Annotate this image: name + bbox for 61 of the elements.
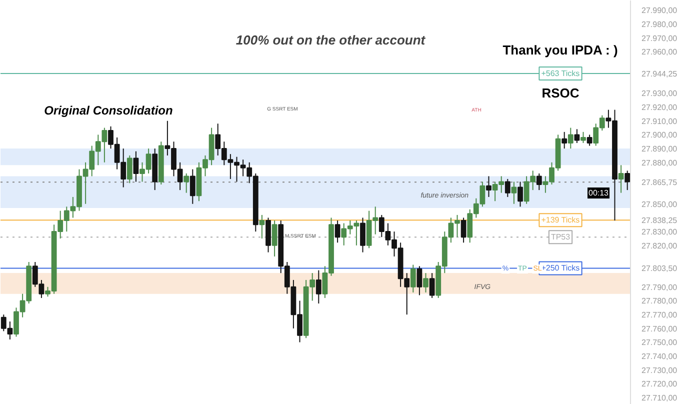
candlestick xyxy=(618,164,624,194)
candlestick xyxy=(423,272,428,293)
y-tick-label: 27.770,00 xyxy=(642,310,678,320)
candlestick xyxy=(460,217,466,244)
candlestick xyxy=(334,220,340,244)
y-tick-label: 27.990,00 xyxy=(642,6,678,16)
y-tick-label: 27.920,00 xyxy=(642,103,678,112)
candlestick xyxy=(580,131,586,144)
y-tick-label: 27.850,00 xyxy=(642,200,678,209)
y-tick-label: 27.720,00 xyxy=(642,380,678,389)
y-tick-label: 27.944,25 xyxy=(642,69,678,78)
candlestick xyxy=(259,214,265,239)
y-tick-label: 27.803,50 xyxy=(642,264,678,274)
y-tick-label: 27.880,00 xyxy=(642,158,678,168)
y-tick-label: 27.980,00 xyxy=(642,20,678,30)
y-tick-label: 27.790,00 xyxy=(642,282,678,292)
annotation: RSOC xyxy=(542,86,580,100)
y-tick-label: 27.730,00 xyxy=(642,366,678,375)
candlestick xyxy=(624,170,630,191)
y-tick-label: 27.760,00 xyxy=(642,324,678,334)
y-tick-label: 27.865,75 xyxy=(642,178,678,188)
candlestick xyxy=(133,150,139,182)
y-tick-label: 27.910,00 xyxy=(642,116,678,126)
y-tick-label: 27.930,00 xyxy=(642,89,678,98)
ref-line-label: +563 Ticks xyxy=(541,68,580,78)
y-tick-label: 27.838,25 xyxy=(642,216,678,226)
candlestick xyxy=(410,264,416,293)
y-tick-label: 27.710,00 xyxy=(642,394,678,403)
text: 100% out on the other account xyxy=(236,32,426,48)
candlestick xyxy=(511,181,517,204)
candlestick xyxy=(190,168,196,204)
candlestick xyxy=(504,178,510,198)
candlestick xyxy=(316,270,322,304)
candlestick xyxy=(184,172,190,194)
y-tick-label: 27.750,00 xyxy=(642,338,678,348)
candlestick xyxy=(360,217,366,253)
annotation: 00:13 xyxy=(588,188,610,198)
candlestick xyxy=(574,128,580,144)
ref-line-label: TP53 xyxy=(550,232,571,242)
candlestick xyxy=(562,131,568,150)
candlestick xyxy=(518,181,523,208)
annotation: Thank you IPDA : ) xyxy=(502,42,618,58)
y-tick-label: 27.900,00 xyxy=(642,130,678,140)
candlestick xyxy=(126,154,132,184)
candlestick xyxy=(429,272,435,298)
candlestick xyxy=(272,220,278,257)
annotation: Original Consolidation xyxy=(44,104,173,118)
candlestick xyxy=(486,176,492,198)
ref-line-label: +250 Ticks xyxy=(541,264,580,273)
ref-line-label: +139 Ticks xyxy=(541,216,580,225)
candlestick xyxy=(586,134,592,146)
y-tick-label: 27.890,00 xyxy=(642,144,678,154)
y-tick-label: 27.820,00 xyxy=(642,241,678,250)
candlestick xyxy=(568,127,574,150)
y-tick-label: 27.960,00 xyxy=(642,48,678,57)
y-tick-label: 27.780,00 xyxy=(642,296,678,306)
y-tick-label: 27.970,00 xyxy=(642,34,678,43)
y-tick-label: 27.740,00 xyxy=(642,352,678,362)
candlestick xyxy=(416,266,422,296)
candlestick xyxy=(536,172,542,191)
y-tick-label: 27.830,00 xyxy=(642,228,678,237)
